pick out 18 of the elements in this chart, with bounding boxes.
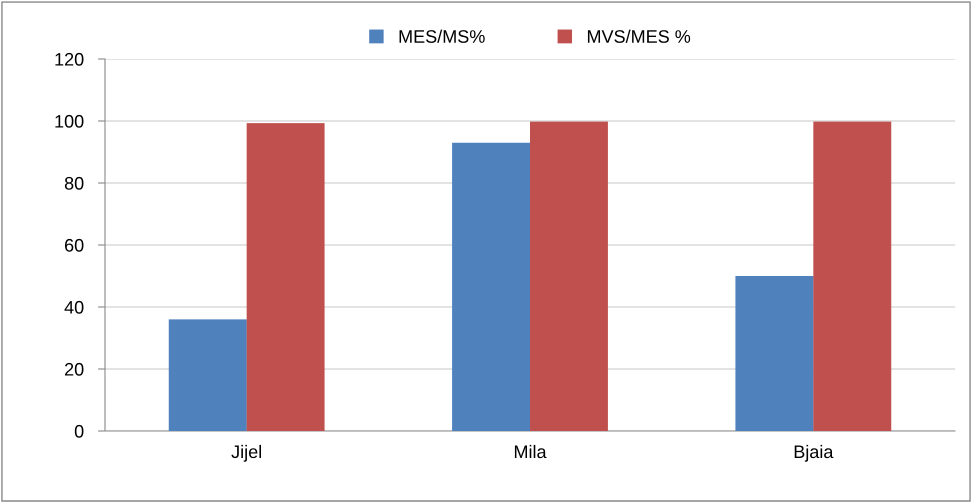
y-tick-label: 120 (55, 52, 84, 66)
bar (168, 319, 247, 431)
x-tick-label: Jijel (231, 444, 262, 462)
y-tick-label: 80 (64, 176, 84, 190)
y-tick-label: 100 (55, 114, 84, 128)
bar (530, 122, 608, 431)
x-tick-label: Bjaia (794, 444, 834, 462)
bar (813, 122, 892, 431)
bar (246, 123, 325, 431)
y-tick-label: 60 (65, 238, 84, 252)
y-tick-label: 20 (64, 362, 84, 376)
bar (452, 142, 530, 431)
y-tick-label: 0 (74, 424, 84, 438)
x-tick-label: Mila (514, 444, 547, 458)
y-tick-label: 40 (64, 300, 84, 314)
legend-label: MES/MS% (400, 30, 485, 43)
bar (735, 276, 814, 431)
legend-label: MVS/MES % (588, 30, 690, 43)
